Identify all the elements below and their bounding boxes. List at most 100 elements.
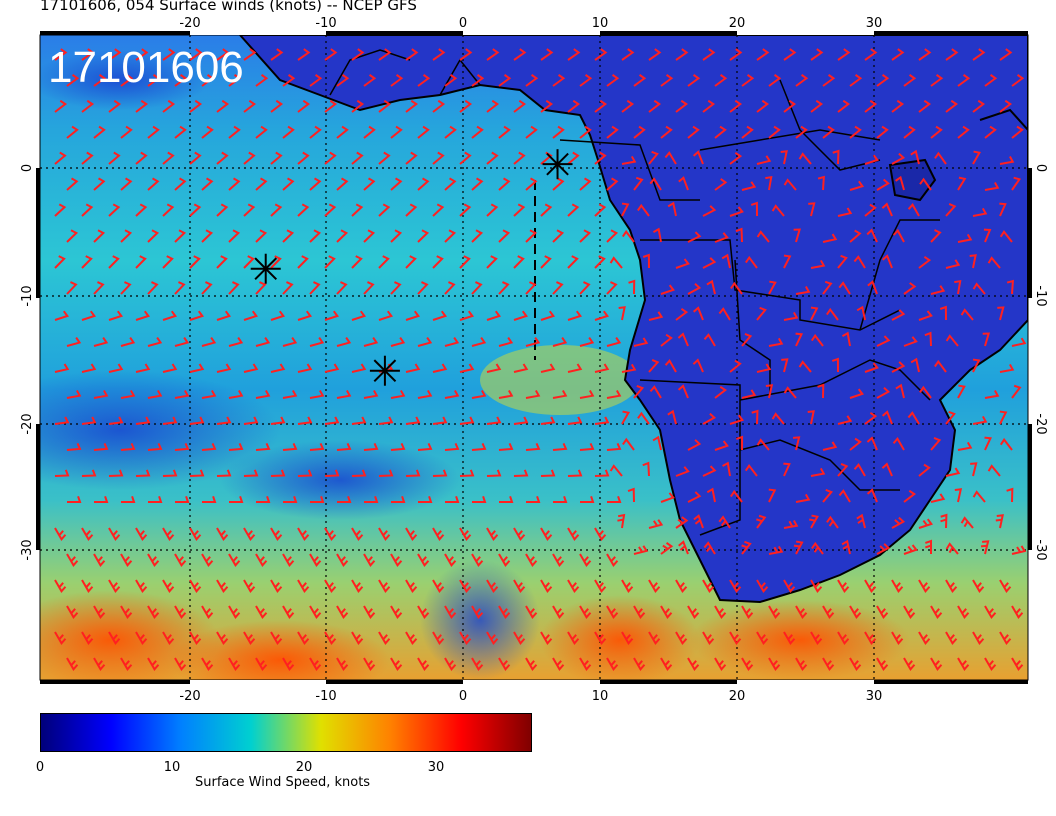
wind-barb	[486, 99, 500, 113]
wind-barb	[999, 155, 1015, 165]
wind-barb	[540, 469, 556, 477]
wind-barb	[864, 154, 879, 165]
wind-barb	[432, 255, 444, 269]
wind-barb	[378, 255, 390, 269]
wind-barb	[864, 99, 878, 113]
wind-barb	[910, 149, 920, 165]
wind-barb	[983, 228, 992, 243]
wind-barb	[228, 74, 242, 87]
wind-barb	[459, 416, 475, 425]
wind-barb	[594, 151, 607, 165]
wind-barb	[903, 489, 917, 503]
wind-barb	[594, 416, 610, 425]
wind-barb	[135, 203, 148, 217]
wind-barb	[498, 177, 511, 191]
wind-barb	[297, 631, 310, 645]
wind-barb	[892, 228, 905, 243]
wind-barb	[120, 229, 133, 243]
wind-barb	[822, 280, 833, 295]
wind-barb	[459, 99, 473, 113]
wind-barb	[567, 310, 583, 321]
wind-barb	[147, 125, 160, 139]
wind-barb	[162, 99, 176, 113]
wind-barb	[243, 310, 259, 321]
wind-barb	[108, 255, 120, 269]
wind-barb	[351, 203, 364, 217]
wind-barb	[390, 553, 403, 567]
wind-barb	[594, 99, 608, 113]
wind-barb	[378, 469, 394, 477]
wind-barb	[807, 410, 815, 425]
wind-barb	[954, 279, 962, 295]
wind-barb	[675, 516, 689, 529]
wind-barb	[667, 409, 677, 425]
wind-barb	[609, 464, 623, 477]
wind-barb	[270, 527, 283, 541]
wind-barb	[1006, 487, 1014, 503]
wind-barb	[930, 125, 943, 139]
wind-barb	[621, 99, 635, 113]
wind-barb	[540, 255, 552, 269]
wind-barb	[432, 631, 445, 645]
wind-barb	[282, 177, 295, 191]
wind-barb	[336, 657, 349, 671]
wind-barb	[174, 389, 190, 399]
wind-barb	[513, 48, 527, 61]
wind-barb	[390, 442, 406, 451]
wind-barb	[540, 203, 553, 217]
wind-barb	[189, 579, 202, 593]
wind-barb	[930, 437, 942, 451]
wind-barb	[826, 515, 839, 529]
wind-barb	[201, 553, 214, 567]
wind-barb	[417, 496, 433, 504]
wind-barb	[891, 579, 904, 593]
wind-barb	[351, 310, 367, 321]
wind-barb	[93, 125, 106, 139]
wind-barb	[351, 416, 367, 425]
wind-barb	[120, 389, 136, 399]
wind-barb	[147, 496, 163, 504]
wind-barb	[957, 233, 973, 243]
wind-barb	[432, 203, 445, 217]
wind-barb	[999, 410, 1008, 425]
wind-barb	[378, 579, 391, 593]
wind-barb	[405, 579, 418, 593]
wind-barb	[618, 306, 626, 321]
wind-barb	[756, 631, 769, 645]
lon-tick-bottom: 20	[729, 689, 746, 704]
wind-barb	[741, 540, 752, 555]
wind-barb	[606, 442, 622, 451]
wind-barb	[147, 553, 160, 567]
wind-barb	[706, 487, 716, 503]
wind-barb	[309, 74, 323, 87]
wind-barb	[768, 125, 781, 139]
wind-barb	[945, 48, 959, 61]
wind-barb	[540, 416, 556, 425]
wind-barb	[867, 280, 878, 295]
wind-barb	[664, 359, 677, 373]
wind-barb	[675, 99, 689, 113]
wind-barb	[910, 357, 920, 373]
wind-barb	[432, 48, 446, 61]
wind-barb	[513, 363, 529, 373]
wind-barb	[633, 176, 644, 191]
wind-barb	[741, 74, 755, 87]
wind-barb	[147, 657, 160, 671]
wind-barb	[378, 151, 391, 165]
wind-barb	[924, 331, 932, 347]
wind-barb	[702, 205, 717, 217]
wind-barb	[957, 605, 970, 619]
wind-barb	[471, 389, 487, 399]
wind-barb	[649, 177, 662, 191]
wind-barb	[378, 310, 394, 321]
wind-barb	[633, 605, 646, 619]
wind-barb	[390, 125, 403, 139]
wind-barb	[969, 254, 977, 269]
wind-barb	[606, 281, 618, 295]
wind-barb	[552, 337, 568, 347]
wind-barb	[783, 254, 792, 269]
wind-barb	[606, 125, 619, 139]
lon-tick-bottom: 30	[866, 689, 883, 704]
wind-barb	[849, 74, 863, 87]
wind-barb	[903, 336, 918, 347]
